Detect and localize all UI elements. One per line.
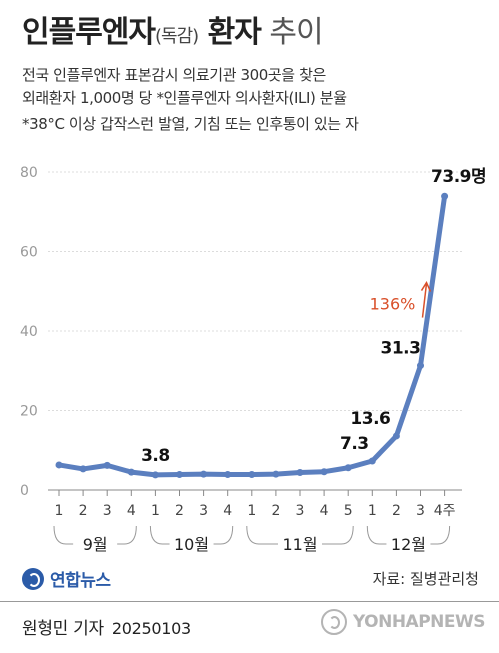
growth-arrow-shaft (421, 283, 428, 318)
footer-divider (0, 601, 499, 602)
y-tick-label: 20 (20, 404, 38, 420)
x-tick-label: 3 (296, 503, 305, 519)
watermark: YONHAPNEWS (320, 609, 486, 635)
chart-subtitle: 전국 인플루엔자 표본감시 의료기관 300곳을 찾은 외래환자 1,000명 … (22, 64, 482, 110)
x-tick-label: 4 (223, 503, 232, 519)
data-label: 3.8 (141, 446, 170, 466)
x-tick-label: 4 (320, 503, 329, 519)
data-label: 31.3 (381, 339, 421, 359)
data-point (248, 470, 256, 478)
y-tick-label: 80 (20, 165, 38, 181)
y-tick-label: 0 (20, 483, 29, 499)
logo-text: 연합뉴스 (50, 571, 111, 591)
data-point (176, 470, 183, 478)
chart-header: 인플루엔자(독감) 환자 추이 전국 인플루엔자 표본감시 의료기관 300곳을… (22, 14, 482, 134)
data-point (224, 470, 232, 478)
month-label-bg (278, 534, 322, 554)
data-point (368, 457, 376, 465)
x-tick-label: 2 (392, 503, 401, 519)
month-label: 12월 (391, 535, 426, 554)
month-label: 9월 (83, 535, 108, 554)
subtitle-line-1: 전국 인플루엔자 표본감시 의료기관 300곳을 찾은 (22, 66, 326, 84)
data-point (103, 461, 111, 469)
yonhap-logo: 연합뉴스 (22, 566, 111, 591)
title-main: 인플루엔자 (22, 15, 156, 50)
yonhap-logo-icon (22, 567, 44, 590)
x-tick-label: 1 (247, 503, 256, 519)
month-label: 11월 (282, 535, 317, 554)
month-label-bg (386, 534, 431, 554)
title-bold: 환자 (198, 15, 262, 50)
month-label: 10월 (174, 535, 209, 554)
x-tick-label: 3 (103, 503, 112, 519)
x-tick-label: 3 (199, 503, 208, 519)
title-light: 추이 (260, 15, 323, 50)
month-label-bg (169, 534, 214, 554)
data-label: 13.6 (350, 409, 390, 429)
watermark-text: YONHAPNEWS (352, 612, 486, 632)
watermark-logo-icon (320, 609, 347, 635)
x-tick-label: 5 (344, 503, 353, 519)
data-label: 7.3 (340, 434, 369, 454)
data-point (272, 470, 280, 478)
series-line (56, 193, 448, 478)
x-tick-label: 2 (175, 503, 184, 519)
data-label: 73.9명 (431, 167, 486, 187)
author-name: 원형민 기자 (22, 619, 104, 639)
subtitle-line-2: 외래환자 1,000명 당 *인플루엔자 의사환자(ILI) 분율 (22, 89, 347, 107)
x-tick-label: 3 (416, 503, 425, 519)
data-point (151, 471, 159, 479)
x-tick-label: 1 (368, 503, 377, 519)
byline: 원형민 기자 20250103 (22, 614, 191, 639)
data-point (344, 464, 352, 472)
growth-annotation: 136% (370, 295, 416, 314)
data-point (441, 192, 449, 200)
data-point (127, 468, 135, 476)
month-label-bg (73, 534, 118, 554)
data-point (417, 362, 424, 370)
y-tick-label: 60 (20, 245, 38, 261)
chart-title: 인플루엔자(독감) 환자 추이 (22, 14, 482, 56)
publish-date: 20250103 (111, 619, 191, 638)
x-tick-label: 4주 (434, 503, 456, 519)
x-tick-label: 1 (151, 503, 160, 519)
data-point (320, 468, 328, 476)
data-source: 자료: 질병관리청 (372, 570, 479, 588)
x-tick-label: 2 (79, 503, 88, 519)
growth-arrow-head (420, 280, 432, 292)
title-paren: (독감) (155, 26, 199, 47)
y-tick-label: 40 (20, 324, 38, 340)
chart-footnote: *38°C 이상 갑작스런 발열, 기침 또는 인후통이 있는 자 (22, 115, 359, 133)
x-tick-label: 1 (55, 503, 64, 519)
x-tick-label: 4 (127, 503, 136, 519)
data-point (200, 470, 208, 478)
x-tick-label: 2 (271, 503, 280, 519)
data-point (296, 469, 304, 477)
data-point (79, 465, 87, 473)
data-point (55, 461, 63, 469)
data-point (392, 432, 400, 440)
